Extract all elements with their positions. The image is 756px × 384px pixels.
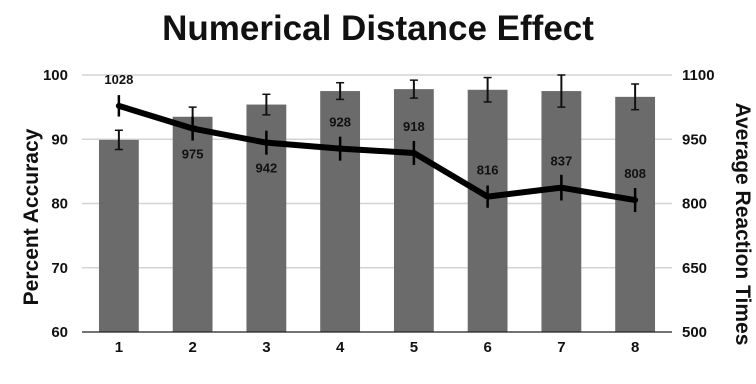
- x-tick-label: 1: [115, 339, 123, 356]
- right-tick-label: 1100: [682, 67, 715, 84]
- left-tick-label: 60: [51, 324, 68, 341]
- right-tick-label: 950: [682, 131, 707, 148]
- x-tick-label: 3: [262, 339, 270, 356]
- line-data-label: 975: [182, 147, 204, 162]
- bar: [541, 91, 582, 332]
- line-data-label: 1028: [104, 72, 133, 87]
- bar: [320, 91, 361, 332]
- left-tick-label: 100: [43, 67, 68, 84]
- x-tick-label: 7: [557, 339, 565, 356]
- bar: [615, 96, 656, 332]
- x-tick-label: 4: [336, 339, 345, 356]
- line-data-label: 918: [403, 119, 425, 134]
- bar: [98, 139, 139, 332]
- gridlines: [82, 74, 672, 269]
- right-tick-label: 800: [682, 196, 707, 213]
- data-labels: 1028 975 942 928 918 816 837 808: [104, 72, 646, 181]
- line-data-label: 816: [477, 163, 499, 178]
- line-series: [115, 95, 639, 213]
- bar: [467, 89, 508, 332]
- x-tick-label: 2: [188, 339, 196, 356]
- line-data-label: 942: [256, 161, 278, 176]
- bar: [172, 116, 213, 332]
- right-tick-label: 500: [682, 324, 707, 341]
- left-tick-label: 90: [51, 131, 68, 148]
- reaction-time-line: [115, 102, 639, 204]
- line-data-label: 837: [551, 154, 573, 169]
- bar: [393, 89, 434, 332]
- chart-title: Numerical Distance Effect: [162, 9, 594, 48]
- right-tick-label: 650: [682, 260, 707, 277]
- left-tick-label: 70: [51, 260, 68, 277]
- x-tick-label: 6: [483, 339, 491, 356]
- x-tick-label: 8: [631, 339, 639, 356]
- bar-error-bars: [114, 74, 640, 151]
- line-data-label: 808: [624, 166, 646, 181]
- axes: 60 70 80 90 100 500 650 800 950 1100 1 2 3 4 5 6 7 8: [43, 67, 715, 356]
- left-axis-title: Percent Accuracy: [20, 128, 43, 305]
- left-tick-label: 80: [51, 196, 68, 213]
- line-data-label: 928: [329, 115, 351, 130]
- right-axis-title: Average Reaction Times: [731, 103, 754, 346]
- x-tick-label: 5: [410, 339, 418, 356]
